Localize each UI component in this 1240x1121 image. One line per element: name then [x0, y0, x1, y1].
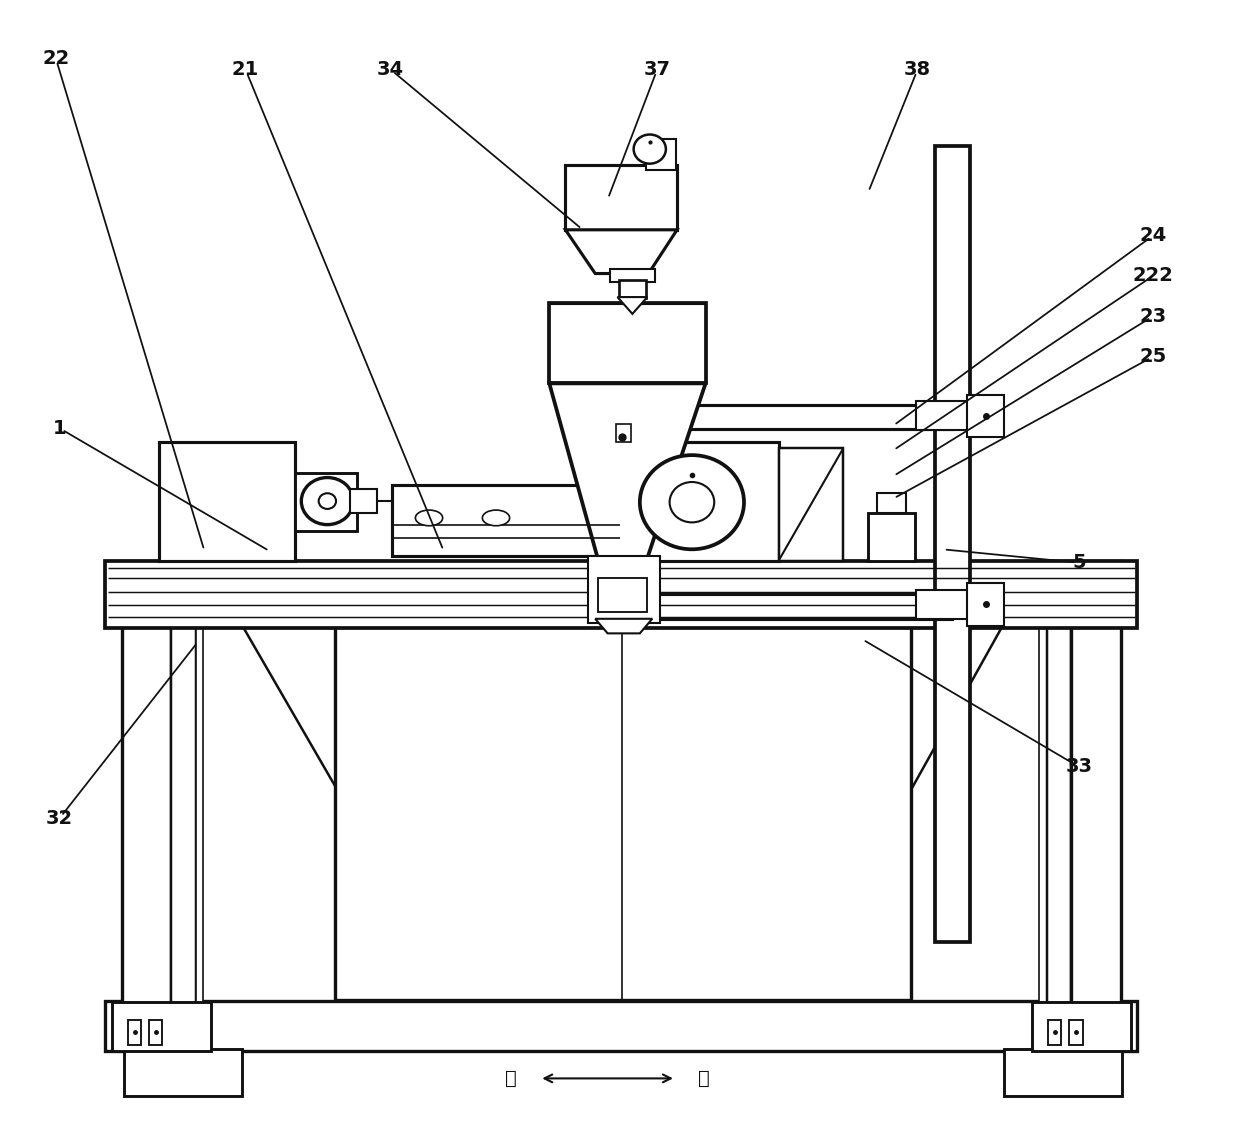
- Bar: [149, 1020, 162, 1045]
- Bar: [1047, 560, 1071, 1003]
- Polygon shape: [549, 383, 706, 558]
- Text: 21: 21: [232, 61, 259, 78]
- Bar: [646, 139, 676, 170]
- Circle shape: [640, 455, 744, 549]
- Text: 33: 33: [1065, 758, 1092, 776]
- Circle shape: [634, 135, 666, 164]
- Bar: [335, 619, 911, 1000]
- Bar: [122, 560, 171, 1003]
- Bar: [112, 1002, 211, 1051]
- Bar: [124, 1049, 242, 1096]
- Bar: [159, 442, 295, 560]
- Text: 222: 222: [1133, 267, 1173, 285]
- Polygon shape: [779, 448, 843, 560]
- Bar: [967, 395, 1004, 437]
- Bar: [916, 590, 988, 619]
- Bar: [598, 578, 647, 612]
- Ellipse shape: [415, 510, 443, 526]
- Text: 32: 32: [46, 809, 73, 827]
- Bar: [105, 560, 1137, 628]
- Text: 34: 34: [377, 61, 404, 78]
- Text: 24: 24: [1140, 226, 1167, 244]
- Bar: [608, 442, 779, 560]
- Bar: [618, 405, 952, 429]
- Circle shape: [301, 478, 353, 525]
- Bar: [588, 556, 660, 623]
- Bar: [350, 489, 377, 513]
- Bar: [1071, 560, 1121, 1003]
- Bar: [868, 513, 915, 560]
- Text: 23: 23: [1140, 307, 1167, 325]
- Ellipse shape: [482, 510, 510, 526]
- Bar: [616, 424, 631, 442]
- Polygon shape: [618, 297, 647, 314]
- Bar: [1004, 1049, 1122, 1096]
- Bar: [128, 1020, 141, 1045]
- Text: 5: 5: [1073, 554, 1085, 572]
- Bar: [1039, 560, 1047, 1003]
- Bar: [549, 303, 706, 383]
- Circle shape: [670, 482, 714, 522]
- Bar: [105, 1001, 1137, 1051]
- Polygon shape: [595, 619, 652, 633]
- Text: 前: 前: [698, 1069, 711, 1087]
- Text: 37: 37: [644, 61, 671, 78]
- Bar: [619, 280, 646, 298]
- Bar: [295, 473, 357, 531]
- Bar: [935, 146, 970, 942]
- Bar: [1048, 1020, 1061, 1045]
- Bar: [610, 269, 655, 282]
- Text: 后: 后: [505, 1069, 517, 1087]
- Bar: [392, 485, 625, 556]
- Polygon shape: [565, 230, 677, 274]
- Bar: [1069, 1020, 1083, 1045]
- Circle shape: [319, 493, 336, 509]
- Bar: [565, 165, 677, 230]
- Text: 22: 22: [42, 49, 69, 67]
- Bar: [877, 493, 906, 513]
- Text: 38: 38: [904, 61, 931, 78]
- Text: 25: 25: [1140, 348, 1167, 365]
- Bar: [196, 560, 203, 1003]
- Bar: [916, 401, 988, 430]
- Text: 1: 1: [53, 419, 66, 437]
- Bar: [1032, 1002, 1131, 1051]
- Bar: [171, 560, 196, 1003]
- Bar: [967, 583, 1004, 626]
- Bar: [618, 594, 952, 619]
